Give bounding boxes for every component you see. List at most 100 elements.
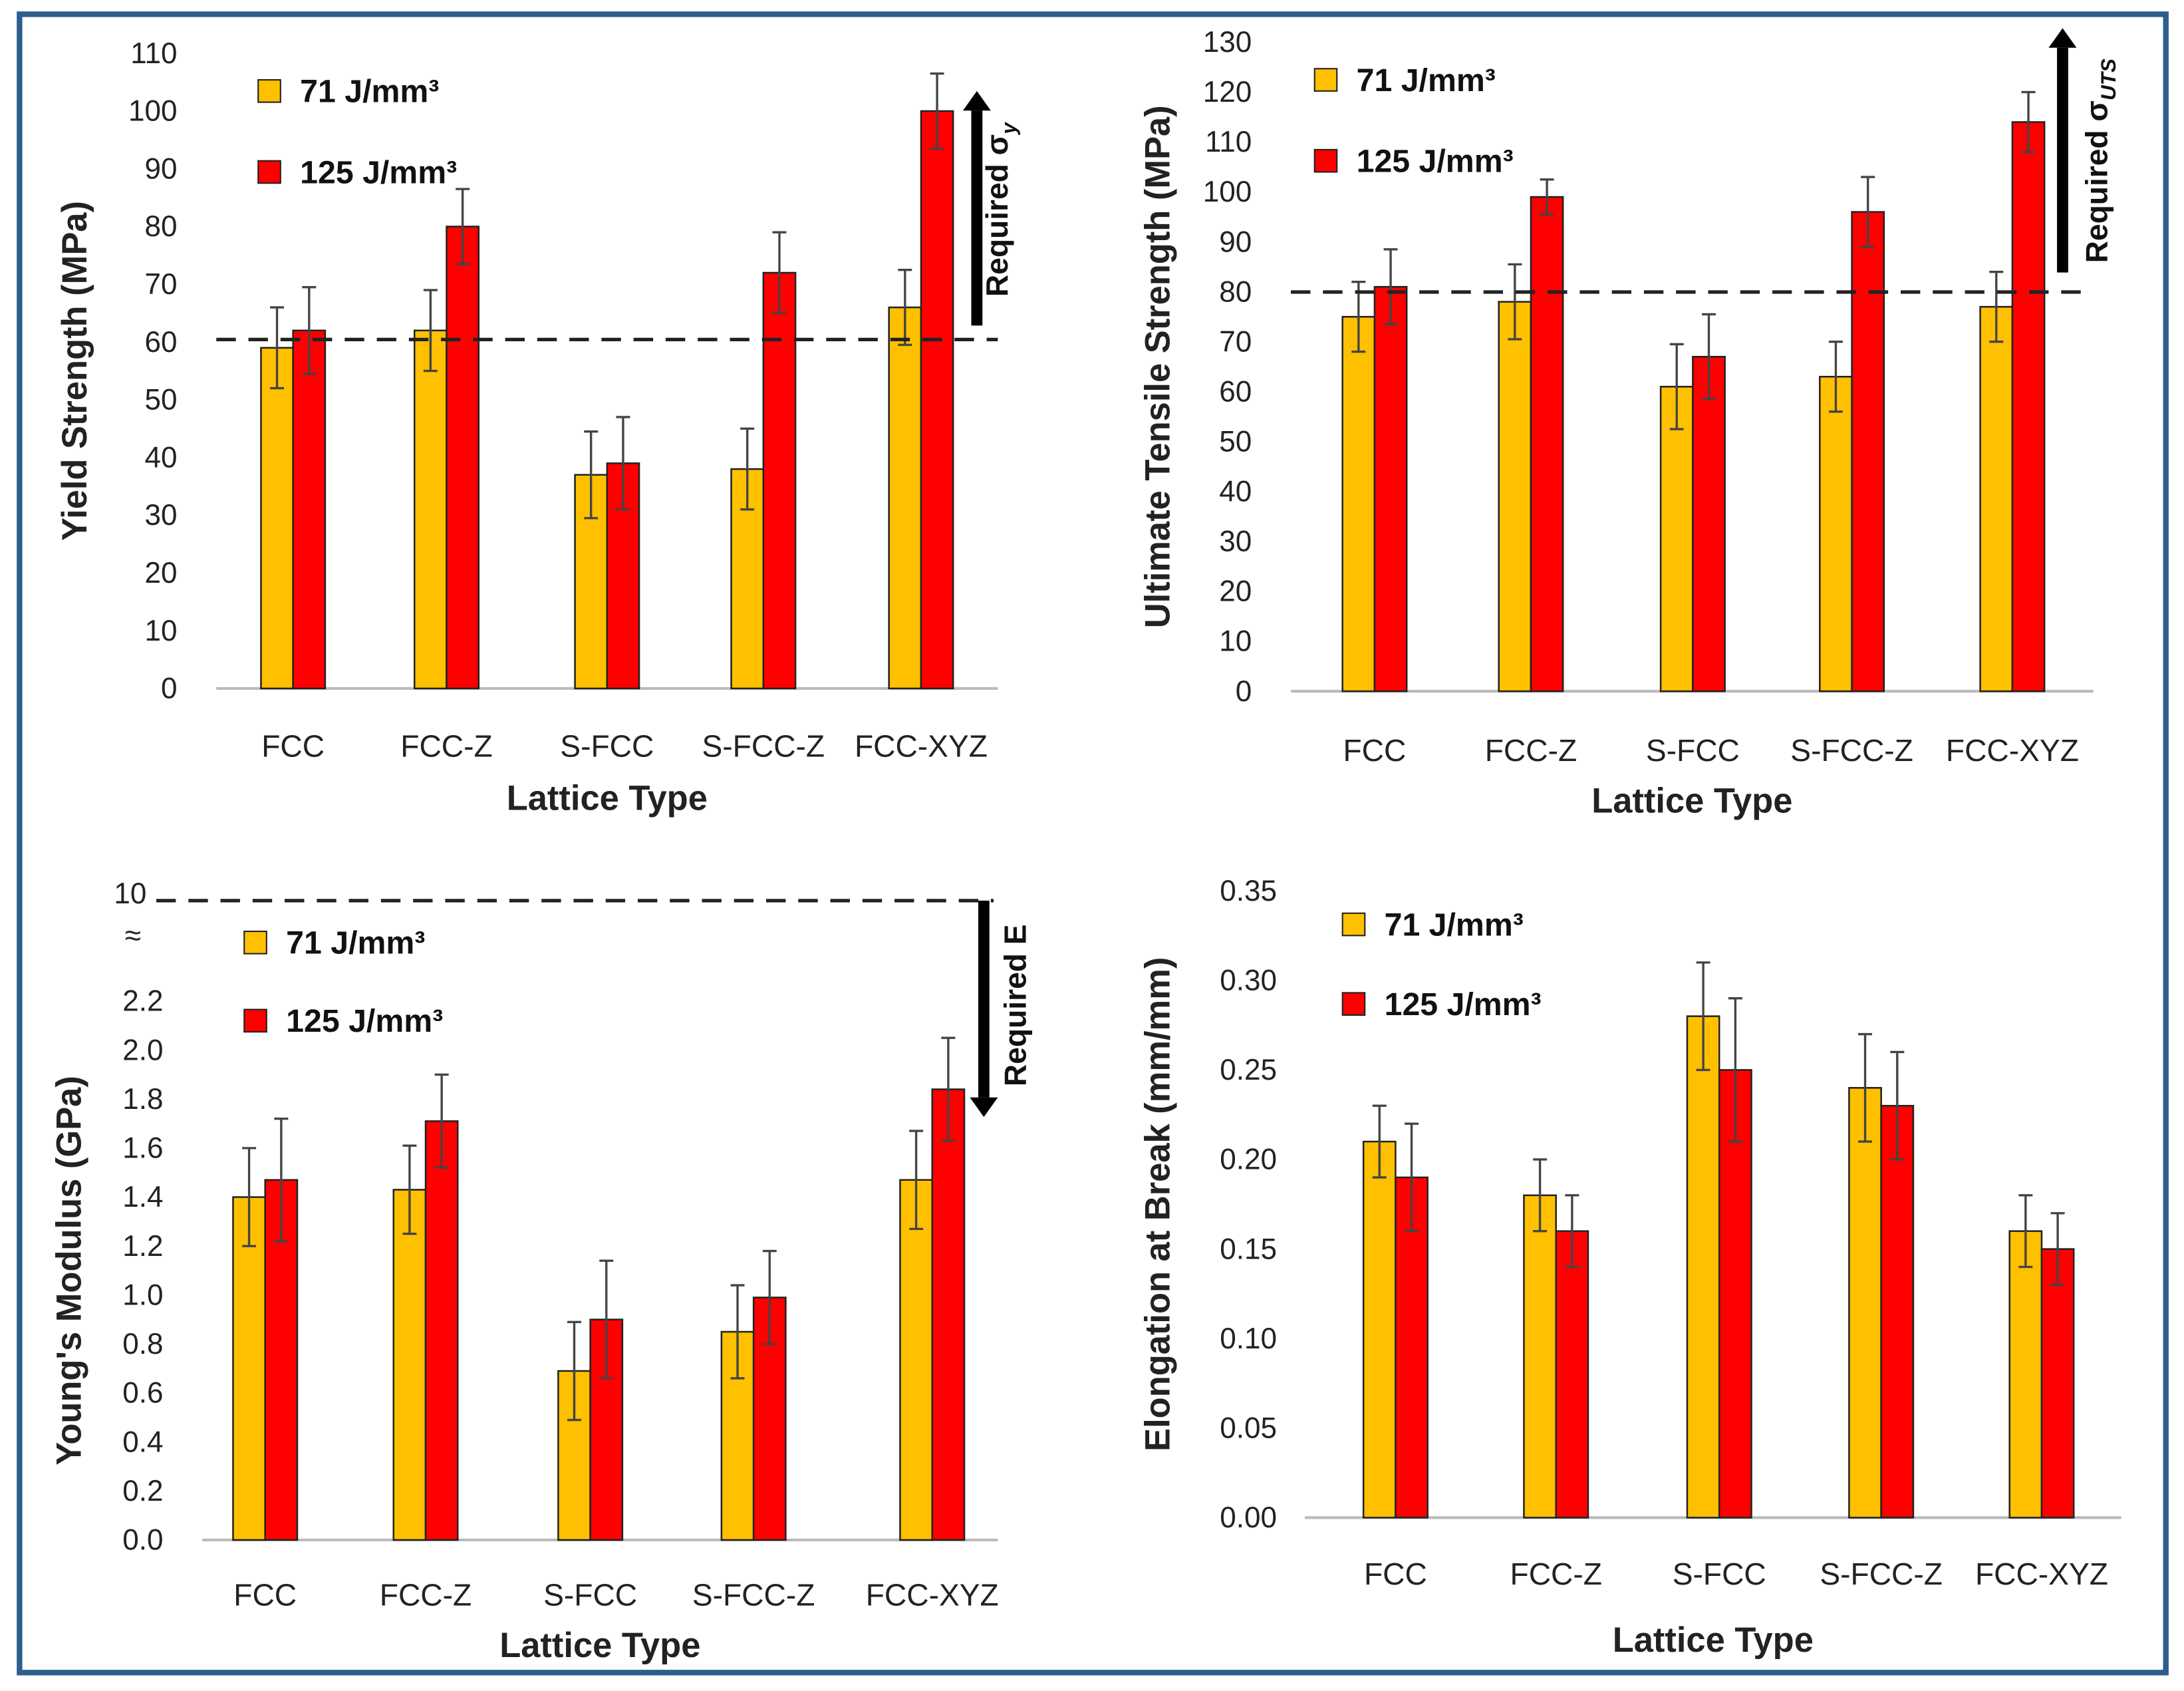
error-bar bbox=[616, 416, 630, 511]
error-bar bbox=[1533, 1158, 1548, 1233]
y-tick-label: 1.2 bbox=[122, 1230, 163, 1263]
y-tick-label: 0.0 bbox=[122, 1524, 163, 1557]
bar-71-FCC-Z bbox=[392, 1189, 427, 1541]
x-tick-label: FCC bbox=[233, 1578, 297, 1613]
y-tick-label: 50 bbox=[1219, 426, 1252, 458]
y-tick-label: 30 bbox=[1219, 526, 1252, 558]
error-bar bbox=[567, 1320, 581, 1422]
legend-swatch bbox=[257, 160, 281, 184]
error-bar bbox=[1405, 1122, 1419, 1233]
error-bar bbox=[270, 306, 285, 390]
x-tick-label: S-FCC bbox=[1673, 1557, 1766, 1591]
y-tick-label: 10 bbox=[1219, 625, 1252, 658]
y-tick-label: 0.00 bbox=[1220, 1501, 1277, 1534]
error-bar bbox=[1989, 270, 2004, 343]
y-tick-label: 70 bbox=[144, 268, 177, 301]
y-tick-label: 120 bbox=[1203, 76, 1252, 108]
y-tick-label: 60 bbox=[1219, 375, 1252, 408]
error-bar bbox=[740, 427, 755, 511]
legend-swatch bbox=[257, 78, 281, 103]
chart-panel-4: 0.00 0.05 0.10 0.15 0.20 0.25 0.30 0.35 FCC FCC-Z… bbox=[1139, 875, 2121, 1660]
y-axis-title: Yield Strength (MPa) bbox=[56, 201, 94, 541]
error-bar bbox=[762, 1249, 777, 1346]
bar-125-S-FCC-Z bbox=[762, 271, 797, 690]
y-tick-label: 1.4 bbox=[122, 1181, 163, 1213]
error-bar bbox=[1858, 1032, 1873, 1143]
legend-label: 125 J/mm³ bbox=[1385, 987, 1542, 1022]
x-axis-title: Lattice Type bbox=[499, 1626, 700, 1665]
chart-panel-2: 0 10 20 30 40 50 60 70 80 90 100 110 120 130 FCC FCC-Z S… bbox=[1139, 26, 2120, 821]
bar-125-FCC-XYZ bbox=[2040, 1248, 2075, 1519]
error-bar bbox=[1890, 1050, 1905, 1161]
x-tick-label: S-FCC bbox=[543, 1578, 637, 1613]
bar-71-FCC-Z bbox=[413, 329, 448, 690]
error-bar bbox=[1702, 313, 1716, 400]
legend-swatch bbox=[1313, 148, 1338, 173]
error-bar bbox=[1696, 961, 1710, 1072]
y-axis-title: Young's Modulus (GPa) bbox=[51, 1076, 89, 1465]
bar-125-FCC-XYZ bbox=[931, 1088, 966, 1541]
y-tick-label: 130 bbox=[1203, 26, 1252, 59]
legend-label: 125 J/mm³ bbox=[300, 154, 457, 190]
bar-71-S-FCC bbox=[1659, 386, 1694, 692]
x-tick-label: FCC-XYZ bbox=[866, 1578, 999, 1613]
bar-71-FCC bbox=[1362, 1140, 1397, 1519]
error-bar bbox=[242, 1147, 257, 1247]
error-bar bbox=[1861, 176, 1875, 248]
legend-label: 125 J/mm³ bbox=[286, 1003, 443, 1039]
legend-label: 71 J/mm³ bbox=[1357, 63, 1496, 98]
x-tick-label: FCC-XYZ bbox=[1946, 733, 2079, 768]
x-tick-label: FCC bbox=[261, 729, 325, 764]
error-bar bbox=[1372, 1104, 1387, 1179]
bar-71-FCC-XYZ bbox=[888, 306, 922, 690]
error-bar bbox=[1383, 248, 1398, 326]
x-tick-label: FCC-Z bbox=[1510, 1557, 1602, 1591]
y-tick-label: 2.0 bbox=[122, 1034, 163, 1066]
legend-swatch bbox=[1313, 68, 1338, 92]
x-tick-label: FCC-Z bbox=[1485, 733, 1577, 768]
threshold-label: Required E bbox=[998, 924, 1032, 1086]
y-tick-label: 0.2 bbox=[122, 1475, 163, 1507]
y-tick-label: 0.30 bbox=[1220, 964, 1277, 997]
error-bar bbox=[1565, 1194, 1579, 1269]
x-tick-label: FCC-Z bbox=[380, 1578, 472, 1613]
y-tick-label: 0 bbox=[161, 673, 178, 705]
y-tick-label-break: 10 bbox=[114, 877, 146, 910]
chart-panel-3: 0.0 0.2 0.4 0.6 0.8 1.0 1.2 1.4 1.6 1.8 2.0 2.2 10 ≈ F… bbox=[51, 877, 1033, 1665]
bar-125-FCC-Z bbox=[446, 226, 480, 690]
x-tick-label: S-FCC-Z bbox=[692, 1578, 815, 1613]
x-axis-title: Lattice Type bbox=[507, 779, 708, 818]
y-tick-label: 70 bbox=[1219, 325, 1252, 358]
arrow-head-icon bbox=[970, 1097, 998, 1118]
x-tick-label: FCC bbox=[1364, 1557, 1427, 1591]
y-tick-label: 90 bbox=[1219, 226, 1252, 258]
bar-71-FCC-Z bbox=[1523, 1194, 1557, 1519]
error-bar bbox=[302, 286, 317, 375]
bar-71-FCC bbox=[260, 347, 294, 690]
y-tick-label: 80 bbox=[144, 210, 177, 243]
error-bar bbox=[941, 1036, 956, 1142]
threshold-label: Required σy bbox=[980, 122, 1021, 297]
x-tick-label: FCC-Z bbox=[400, 729, 492, 764]
error-bar bbox=[1828, 341, 1843, 413]
bar-125-FCC bbox=[1395, 1176, 1429, 1519]
y-tick-label: 0.6 bbox=[122, 1377, 163, 1410]
threshold-subscript: y bbox=[998, 122, 1021, 136]
legend-swatch bbox=[243, 1008, 267, 1033]
error-bar bbox=[1728, 997, 1742, 1143]
error-bar bbox=[930, 72, 944, 150]
x-tick-label: S-FCC-Z bbox=[702, 729, 825, 764]
bar-125-FCC bbox=[292, 329, 327, 690]
bar-71-S-FCC bbox=[1686, 1015, 1720, 1519]
y-tick-label: 0.25 bbox=[1220, 1054, 1277, 1086]
bar-71-FCC bbox=[1341, 315, 1376, 692]
x-tick-label: S-FCC-Z bbox=[1790, 733, 1913, 768]
arrow-head-icon bbox=[962, 90, 991, 111]
x-tick-label: S-FCC bbox=[560, 729, 654, 764]
error-bar bbox=[772, 231, 787, 315]
y-tick-label: 0.10 bbox=[1220, 1322, 1277, 1355]
y-tick-label: 10 bbox=[144, 615, 177, 647]
bar-125-FCC bbox=[1373, 285, 1408, 692]
y-tick-label: 40 bbox=[1219, 476, 1252, 508]
